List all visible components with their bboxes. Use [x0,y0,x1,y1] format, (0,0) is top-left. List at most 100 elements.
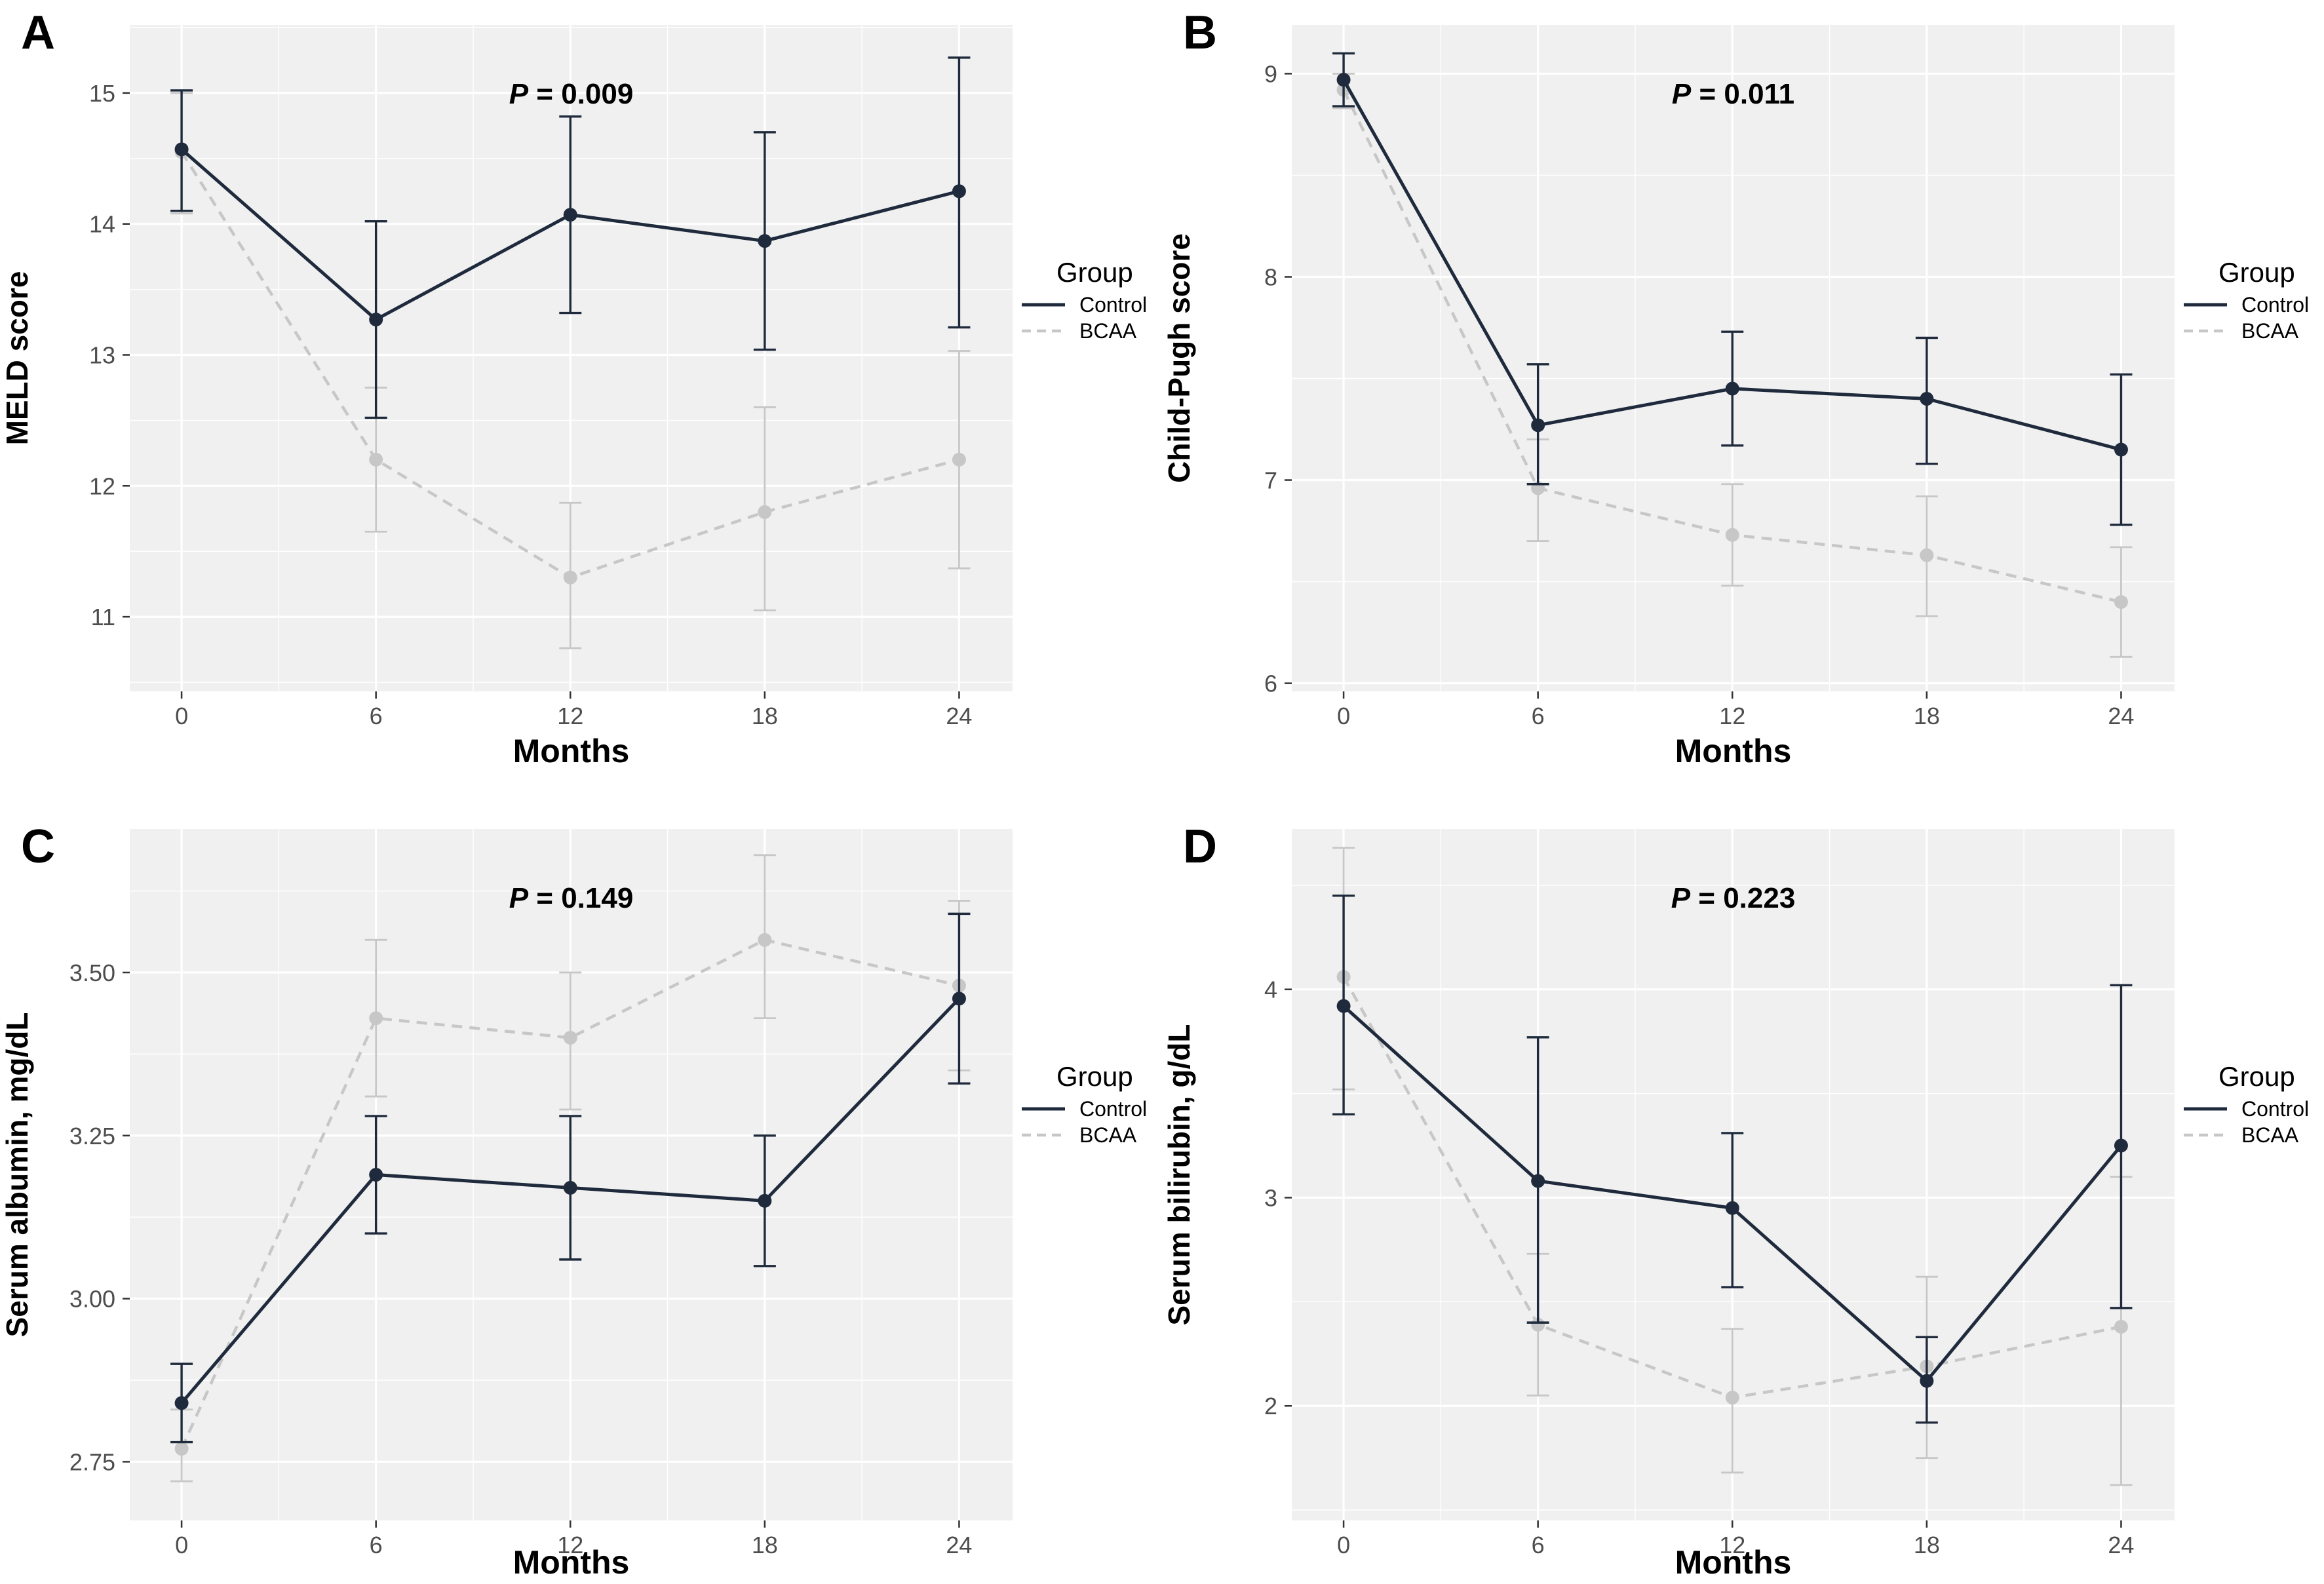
legend-label-bcaa: BCAA [1079,319,1137,343]
x-axis-title: Months [1675,733,1792,769]
series-control [170,912,971,1444]
x-tick-label: 24 [2108,703,2134,729]
data-point [563,1030,577,1045]
panel-d: D 2 3 4 0 6 12 18 24 P = 0.223 Months Serum biliru… [1162,792,2324,1584]
data-point [952,452,966,467]
x-tick-label: 6 [370,1532,383,1558]
x-tick-label: 12 [1719,1532,1745,1558]
y-tick-label: 3.00 [69,1286,115,1313]
x-tick-label: 0 [175,703,188,729]
y-tick-label: 8 [1264,263,1277,290]
x-axis-title: Months [513,733,630,769]
x-tick-label: 0 [1337,1532,1350,1558]
data-point [2114,442,2128,457]
x-tick-label: 18 [1914,1532,1940,1558]
y-tick-label: 3 [1264,1184,1277,1211]
data-point [2114,595,2128,609]
x-tick-label: 18 [752,1532,778,1558]
data-point [1336,999,1351,1013]
data-point [563,1180,577,1195]
legend-label-control: Control [2241,293,2309,317]
data-point [758,234,772,248]
data-point [563,208,577,222]
legend-label-control: Control [2241,1097,2309,1121]
panel-a-chart: 11 12 13 14 15 0 6 12 18 24 P = 0.009 Months MELD sc… [0,25,1147,769]
data-point [563,570,577,585]
x-tick-label: 0 [1337,703,1350,729]
y-axis-title: Serum albumin, mg/dL [0,1013,34,1338]
data-point [758,933,772,947]
legend-label-bcaa: BCAA [1079,1123,1137,1147]
data-point [369,1011,383,1026]
data-point [758,505,772,519]
panel-b-letter: B [1183,7,1217,59]
x-tick-label: 12 [557,703,583,729]
y-axis-title: MELD score [0,271,34,446]
x-tick-label: 12 [557,1532,583,1558]
y-axis-title: Child-Pugh score [1162,233,1196,483]
y-tick-label: 2.75 [69,1448,115,1475]
y-tick-label: 15 [89,80,115,107]
p-value-label: P = 0.009 [509,78,634,110]
x-tick-label: 18 [752,703,778,729]
panel-a: A 11 12 13 14 15 0 6 12 18 24 P = 0.009 Months MELD … [0,0,1162,792]
data-point [1920,548,1934,562]
y-tick-label: 3.50 [69,959,115,986]
x-tick-label: 24 [946,1532,972,1558]
y-tick-label: 11 [91,604,115,630]
y-axis: 2.75 3.00 3.25 3.50 [69,959,130,1475]
data-point [952,184,966,199]
y-axis-title: Serum bilirubin, g/dL [1162,1024,1196,1326]
data-point [1920,392,1934,406]
data-point [1531,418,1545,433]
x-tick-label: 6 [1532,703,1545,729]
legend-title: Group [1056,257,1133,288]
p-value-label: P = 0.149 [509,882,634,914]
x-axis: 0 6 12 18 24 [175,1520,972,1558]
panel-d-chart: 2 3 4 0 6 12 18 24 P = 0.223 Months Serum bilirubi… [1162,829,2309,1581]
data-point [369,452,383,467]
y-tick-label: 9 [1264,60,1277,87]
x-axis: 0 6 12 18 24 [1337,1520,2134,1558]
x-tick-label: 18 [1914,703,1940,729]
legend-title: Group [2218,257,2295,288]
y-tick-label: 13 [89,342,115,369]
y-tick-label: 7 [1264,467,1277,494]
series-bcaa [1332,73,2133,658]
x-tick-label: 6 [1532,1532,1545,1558]
panel-d-letter: D [1183,821,1217,873]
data-point [2114,1138,2128,1153]
y-tick-label: 6 [1264,670,1277,697]
x-axis: 0 6 12 18 24 [175,691,972,729]
data-point [952,992,966,1006]
data-point [758,1193,772,1208]
y-tick-label: 12 [89,473,115,499]
panel-c-chart: 2.75 3.00 3.25 3.50 0 6 12 18 24 P = 0.149 Months S… [0,829,1147,1581]
legend-title: Group [2218,1061,2295,1092]
x-tick-label: 24 [2108,1532,2134,1558]
y-tick-label: 4 [1264,976,1277,1003]
series-control [1332,894,2133,1424]
y-axis: 2 3 4 [1264,976,1292,1420]
data-point [1531,1174,1545,1188]
legend-label-control: Control [1079,1097,1147,1121]
x-tick-label: 0 [175,1532,188,1558]
y-axis: 11 12 13 14 15 [89,80,130,630]
data-point [2114,1319,2128,1334]
y-tick-label: 14 [89,211,115,238]
p-value-label: P = 0.011 [1672,78,1794,110]
data-point [174,1396,189,1410]
x-axis-title: Months [1675,1544,1792,1581]
series-control [170,56,971,419]
data-point [1725,1201,1739,1215]
x-tick-label: 6 [370,703,383,729]
y-tick-label: 2 [1264,1393,1277,1420]
series-control [1332,52,2133,526]
panel-c-letter: C [21,821,55,873]
data-point [1725,381,1739,396]
